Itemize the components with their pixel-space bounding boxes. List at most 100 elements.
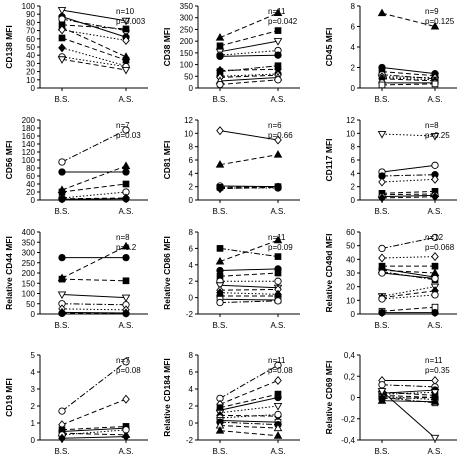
data-point <box>379 178 385 186</box>
data-point <box>432 162 438 168</box>
y-tick-label: 100 <box>22 156 36 165</box>
series <box>59 310 129 317</box>
y-tick-label: -2 <box>186 436 194 445</box>
series <box>216 427 281 438</box>
y-tick-label: 4 <box>189 169 194 178</box>
series <box>216 151 281 167</box>
y-tick-label: 60 <box>26 172 35 181</box>
series <box>378 284 438 300</box>
y-tick-label: 3 <box>31 385 36 394</box>
chart-panel-7: 050100150200250300350400B.S.A.S.Relative… <box>4 228 148 330</box>
series <box>217 391 281 410</box>
stat-annotation: n=12 <box>425 233 444 242</box>
data-point <box>123 310 129 316</box>
stat-annotation: p=0.08 <box>268 366 293 375</box>
stat-annotation: n=11 <box>268 7 286 16</box>
data-point <box>275 278 281 284</box>
y-tick-label: 6 <box>351 23 356 32</box>
y-tick-label: 4 <box>351 43 356 52</box>
y-tick-label: 120 <box>22 148 36 157</box>
series-line <box>382 79 435 81</box>
series <box>217 296 281 303</box>
data-point <box>123 26 129 32</box>
y-tick-label: 0,4 <box>344 351 356 360</box>
y-axis-label: CD81 MFI <box>162 141 172 180</box>
x-tick-label: B.S. <box>374 447 389 456</box>
series-line <box>382 195 435 196</box>
stat-annotation: n=11 <box>268 233 286 242</box>
data-point <box>275 377 281 385</box>
y-tick-label: 2 <box>31 402 36 411</box>
x-tick-label: B.S. <box>54 95 69 104</box>
stat-annotation: p=0.35 <box>425 366 450 375</box>
y-tick-label: 2 <box>189 277 194 286</box>
series-line <box>220 155 278 165</box>
y-tick-label: 50 <box>26 300 35 309</box>
y-tick-label: 6 <box>351 156 356 165</box>
y-tick-label: 80 <box>26 164 35 173</box>
y-tick-label: 60 <box>346 228 355 237</box>
series-line <box>220 66 278 72</box>
y-tick-label: 2 <box>189 183 194 192</box>
y-tick-label: 200 <box>22 116 36 125</box>
y-tick-label: 80 <box>26 18 35 27</box>
series-line <box>62 184 126 192</box>
stat-annotation: n=11 <box>425 356 443 365</box>
x-tick-label: A.S. <box>270 321 285 330</box>
y-tick-label: 400 <box>22 228 36 237</box>
data-point <box>431 435 438 441</box>
data-point <box>59 16 65 22</box>
y-axis-label: CD19 MFI <box>4 378 14 417</box>
stat-annotation: p=0.66 <box>268 131 293 140</box>
x-tick-label: A.S. <box>270 207 285 216</box>
stat-annotation: p=0.25 <box>425 131 450 140</box>
data-point <box>217 43 223 49</box>
y-axis-label: Relative CD44 MFI <box>4 236 14 310</box>
data-point <box>59 189 65 195</box>
series-line <box>220 381 278 405</box>
series <box>58 292 129 301</box>
series <box>379 175 438 185</box>
series-line <box>382 291 435 298</box>
series-line <box>220 269 278 271</box>
y-tick-label: 180 <box>22 124 36 133</box>
series-line <box>62 30 126 41</box>
series-line <box>382 295 435 299</box>
series-line <box>220 293 278 295</box>
series-line <box>62 38 126 60</box>
data-point <box>59 310 65 316</box>
y-axis-label: Relative CD69 MFI <box>324 361 334 435</box>
y-tick-label: 12 <box>184 116 193 125</box>
y-tick-label: 300 <box>180 14 194 23</box>
y-axis-label: Relative CD184 MFI <box>162 358 172 436</box>
series-line <box>382 194 435 195</box>
data-point <box>122 67 129 73</box>
y-tick-label: -0,4 <box>341 436 355 445</box>
series-line <box>62 309 126 310</box>
series-line <box>220 55 278 56</box>
series <box>217 394 281 413</box>
y-tick-label: 40 <box>26 180 35 189</box>
data-point <box>123 433 129 441</box>
series <box>217 266 281 274</box>
series-line <box>62 399 126 425</box>
series <box>59 395 129 428</box>
stat-annotation: p=0.09 <box>268 243 293 252</box>
x-tick-label: A.S. <box>118 321 133 330</box>
x-tick-label: A.S. <box>427 95 442 104</box>
data-point <box>59 44 65 52</box>
y-axis-label: CD38 MFI <box>162 28 172 67</box>
series-line <box>220 299 278 300</box>
y-tick-label: 160 <box>22 132 36 141</box>
series-line <box>382 385 435 387</box>
data-point <box>432 263 438 269</box>
x-tick-label: B.S. <box>54 321 69 330</box>
x-tick-label: B.S. <box>212 207 227 216</box>
y-tick-label: 10 <box>184 129 193 138</box>
data-point <box>379 309 385 315</box>
